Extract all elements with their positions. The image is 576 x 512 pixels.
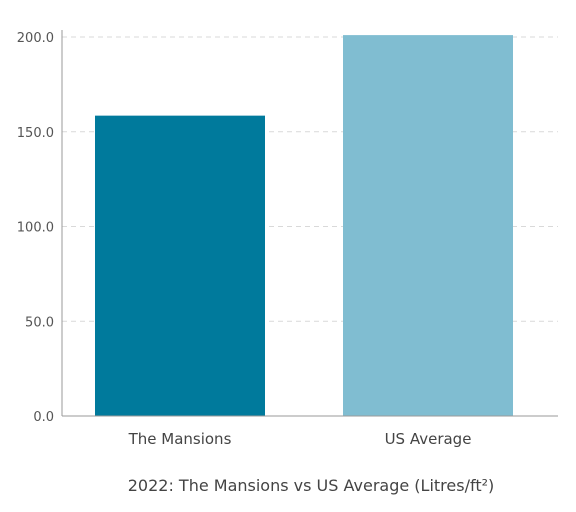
y-tick-label: 200.0 <box>17 31 54 46</box>
bar-the-mansions <box>95 115 265 416</box>
x-category-label: The Mansions <box>128 430 232 448</box>
y-tick-label: 100.0 <box>17 221 54 236</box>
x-category-label: US Average <box>385 430 472 448</box>
bars <box>95 35 513 416</box>
chart-caption: 2022: The Mansions vs US Average (Litres… <box>128 476 495 495</box>
bar-us-average <box>343 35 513 416</box>
y-tick-label: 0.0 <box>33 410 54 425</box>
y-tick-label: 50.0 <box>25 315 54 330</box>
y-axis-ticks: 0.0 50.0 100.0 150.0 200.0 <box>17 31 54 425</box>
y-tick-label: 150.0 <box>17 126 54 141</box>
x-axis-categories: The Mansions US Average <box>128 430 472 448</box>
